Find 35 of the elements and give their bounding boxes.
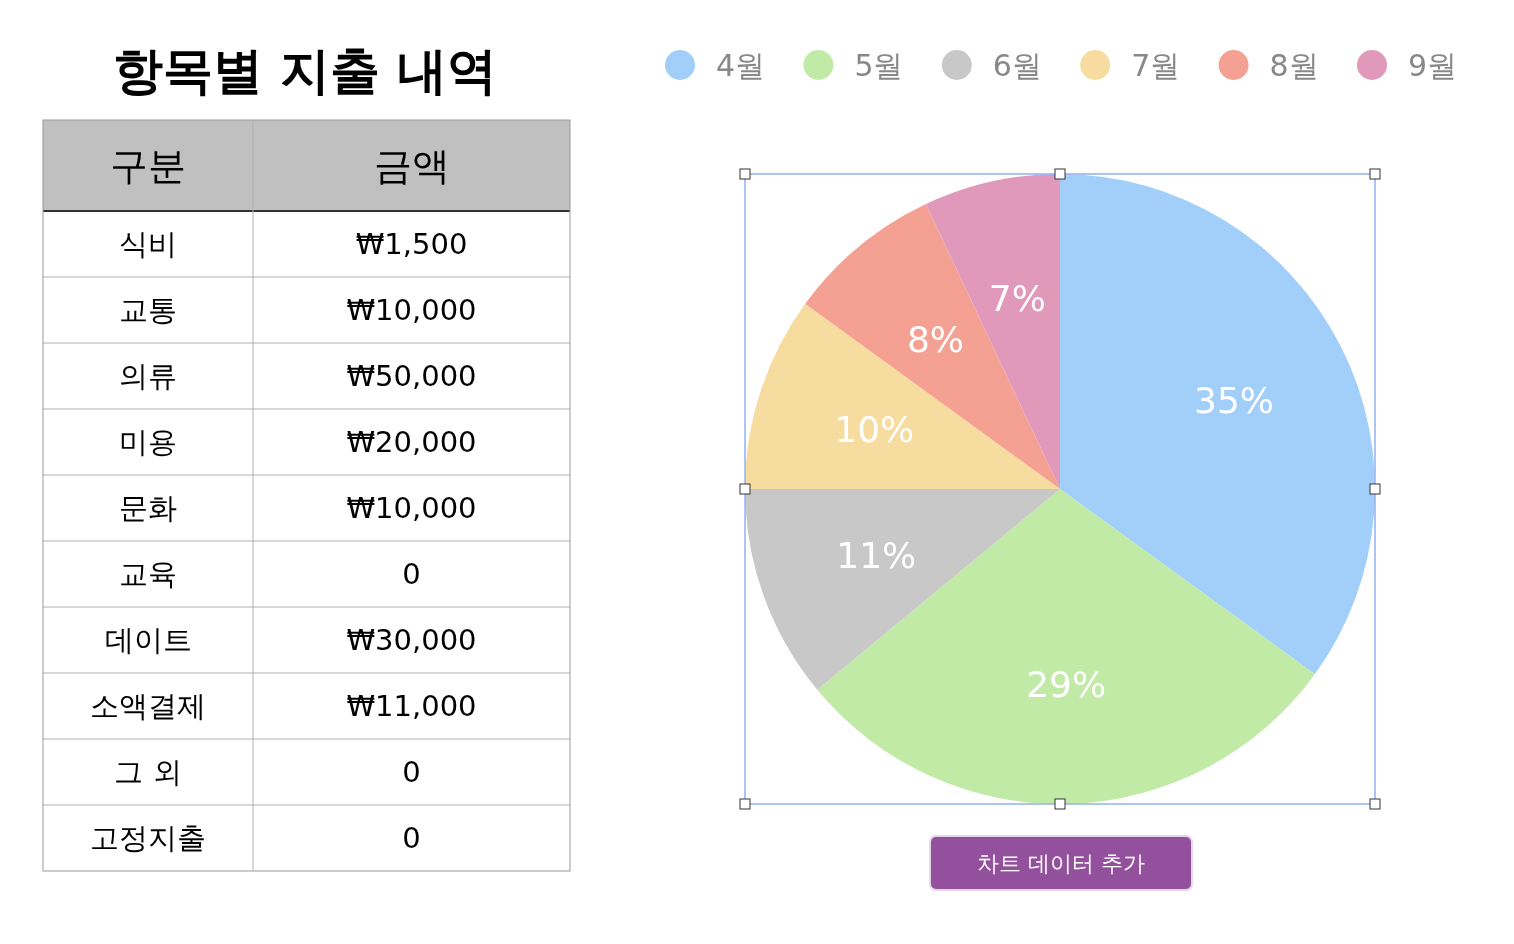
text: ₩20,000 (346, 425, 477, 460)
text: 그 외 (114, 755, 182, 790)
text: 0 (402, 557, 421, 592)
text: 식비 (119, 227, 177, 262)
legend-label: 5월 (854, 48, 904, 83)
text: 문화 (119, 491, 177, 526)
data-label: 7% (988, 278, 1046, 320)
text: ₩11,000 (346, 689, 477, 724)
data-label: 29% (1026, 664, 1107, 706)
text: ₩10,000 (346, 293, 477, 328)
legend-label: 8월 (1269, 48, 1319, 83)
text: ₩50,000 (346, 359, 477, 394)
legend-label: 9월 (1408, 48, 1458, 83)
legend-label: 6월 (992, 48, 1042, 83)
text: 항목별 지출 내역 (112, 42, 498, 100)
text: 0 (402, 821, 421, 856)
data-label: 10% (834, 408, 915, 450)
text: ₩10,000 (346, 491, 477, 526)
text: 고정지출 (90, 821, 206, 856)
text: 교육 (119, 557, 177, 592)
legend-label: 4월 (716, 48, 766, 83)
data-label: 8% (906, 318, 965, 360)
text: 데이트 (104, 623, 192, 658)
text: 소액결제 (90, 689, 206, 724)
text: 교통 (119, 293, 177, 328)
text: ₩30,000 (346, 623, 477, 658)
data-label: 35% (1194, 380, 1275, 422)
button: 차트 데이터 추가 (929, 835, 1193, 891)
text: ₩1,500 (355, 227, 468, 262)
text: 의류 (119, 359, 177, 394)
text: 0 (402, 755, 421, 790)
text: 미용 (119, 425, 177, 460)
legend-label: 7월 (1131, 48, 1181, 83)
text: 구분 (110, 144, 186, 189)
text: 금액 (373, 144, 450, 189)
